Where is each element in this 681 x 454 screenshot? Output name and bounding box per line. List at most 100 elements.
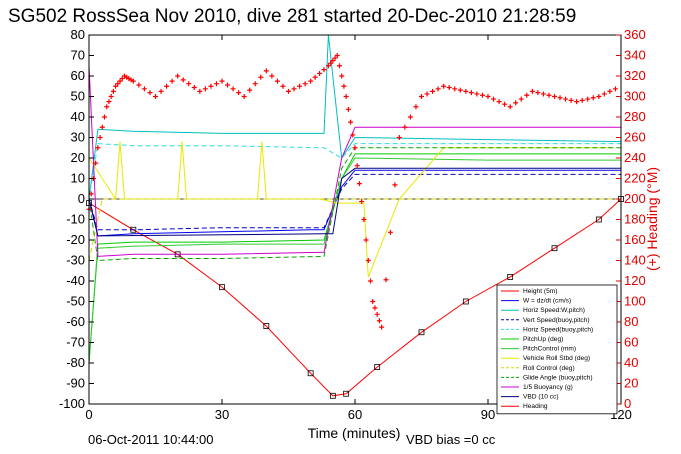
heading-point bbox=[117, 78, 123, 84]
plot-marks bbox=[86, 34, 624, 399]
heading-point bbox=[392, 182, 398, 188]
heading-point bbox=[612, 86, 618, 92]
y-axis-left: -100-90-80-70-60-50-40-30-20-10010203040… bbox=[59, 27, 94, 411]
series-pitch-control bbox=[88, 157, 621, 364]
y-tick-label: 20 bbox=[71, 150, 85, 165]
legend-label: Horiz Speed:W,pitch) bbox=[523, 307, 585, 314]
heading-point bbox=[141, 86, 147, 92]
heading-point bbox=[491, 96, 497, 102]
y-tick-label: -50 bbox=[66, 294, 85, 309]
height-point bbox=[374, 364, 381, 371]
heading-point bbox=[361, 217, 367, 222]
heading-point bbox=[236, 90, 242, 96]
heading-point bbox=[387, 229, 393, 235]
heading-point bbox=[102, 114, 108, 120]
heading-point bbox=[93, 160, 99, 166]
y-tick-label: 70 bbox=[71, 48, 85, 63]
heading-point bbox=[302, 81, 308, 87]
y-right-tick-label: 120 bbox=[624, 273, 646, 288]
heading-point bbox=[356, 181, 362, 187]
heading-point bbox=[354, 163, 360, 169]
heading-point bbox=[339, 73, 345, 79]
heading-point bbox=[164, 83, 170, 89]
heading-point bbox=[524, 92, 530, 98]
heading-point bbox=[368, 278, 374, 284]
heading-point bbox=[334, 53, 340, 58]
y-right-tick-label: 200 bbox=[624, 191, 646, 206]
heading-point bbox=[225, 82, 231, 88]
heading-point bbox=[407, 114, 413, 120]
heading-point bbox=[308, 78, 314, 84]
heading-point bbox=[596, 94, 602, 99]
legend: Height (5m) W = dz/dt (cm/s) Horiz Speed:W… bbox=[496, 284, 618, 415]
heading-point bbox=[104, 104, 110, 110]
y-tick-label: -40 bbox=[66, 273, 85, 288]
legend-label: Heading bbox=[523, 403, 548, 410]
heading-point bbox=[352, 145, 358, 151]
legend-label: Glide Angle (buoy,pitch) bbox=[523, 374, 593, 381]
legend-label: PitchUp (deg) bbox=[523, 336, 563, 343]
y-axis-right: 0 20 40 60 80 100 120 140 160 180 200 220 240 260 280 3… bbox=[616, 27, 646, 411]
series-w bbox=[88, 169, 621, 237]
heading-point bbox=[336, 63, 342, 69]
height-point bbox=[307, 370, 314, 377]
y-right-tick-label: 60 bbox=[624, 335, 638, 350]
heading-point bbox=[552, 94, 557, 99]
heading-point bbox=[430, 88, 436, 94]
height-point bbox=[418, 329, 425, 336]
height-point bbox=[507, 273, 514, 280]
heading-point bbox=[280, 83, 286, 89]
heading-point bbox=[413, 104, 419, 110]
heading-point bbox=[546, 92, 552, 98]
series-heading bbox=[86, 53, 618, 330]
legend-label: VBD (10 cc) bbox=[523, 394, 559, 401]
series-vert-speed-buoy bbox=[88, 173, 621, 231]
legend-label: Horiz Speed(buoy,pitch) bbox=[523, 326, 593, 333]
heading-point bbox=[325, 63, 331, 69]
heading-point bbox=[230, 86, 236, 92]
height-point bbox=[595, 216, 602, 223]
heading-point bbox=[372, 305, 378, 311]
y-right-tick-label: 340 bbox=[624, 48, 646, 63]
heading-point bbox=[297, 83, 303, 89]
y-right-tick-label: 140 bbox=[624, 253, 646, 268]
heading-point bbox=[169, 78, 175, 84]
y-tick-label: 80 bbox=[71, 27, 85, 42]
heading-point bbox=[402, 124, 408, 130]
heading-point bbox=[153, 94, 158, 99]
heading-point bbox=[474, 91, 480, 97]
heading-point bbox=[374, 311, 380, 317]
heading-point bbox=[106, 99, 112, 105]
heading-point bbox=[99, 124, 105, 130]
y-right-tick-label: 320 bbox=[624, 68, 646, 83]
y-tick-label: 40 bbox=[71, 109, 85, 124]
heading-point bbox=[383, 277, 389, 283]
heading-point bbox=[186, 81, 192, 87]
y-tick-label: -90 bbox=[66, 376, 85, 391]
heading-point bbox=[345, 106, 351, 112]
heading-point bbox=[452, 86, 458, 92]
heading-point bbox=[269, 73, 275, 79]
y-tick-label: -20 bbox=[66, 232, 85, 247]
heading-point bbox=[457, 87, 463, 93]
heading-point bbox=[274, 78, 280, 84]
heading-point bbox=[88, 191, 94, 197]
chart-title: SG502 RossSea Nov 2010, dive 281 started… bbox=[8, 6, 576, 27]
y-right-tick-label: 100 bbox=[624, 294, 646, 309]
y-right-tick-label: 0 bbox=[624, 396, 631, 411]
heading-point bbox=[263, 68, 269, 74]
heading-point bbox=[258, 74, 264, 80]
heading-point bbox=[197, 88, 203, 94]
heading-point bbox=[479, 92, 485, 98]
y-right-tick-label: 240 bbox=[624, 150, 646, 165]
series-roll-control bbox=[88, 198, 621, 261]
heading-point bbox=[529, 88, 535, 94]
heading-point bbox=[485, 94, 491, 99]
heading-point bbox=[321, 67, 327, 73]
heading-point bbox=[312, 74, 318, 80]
legend-label: Vehicle Roll Stbd (deg) bbox=[523, 355, 590, 362]
height-point bbox=[219, 284, 225, 291]
y-right-tick-label: 280 bbox=[624, 109, 646, 124]
heading-point bbox=[219, 78, 225, 84]
